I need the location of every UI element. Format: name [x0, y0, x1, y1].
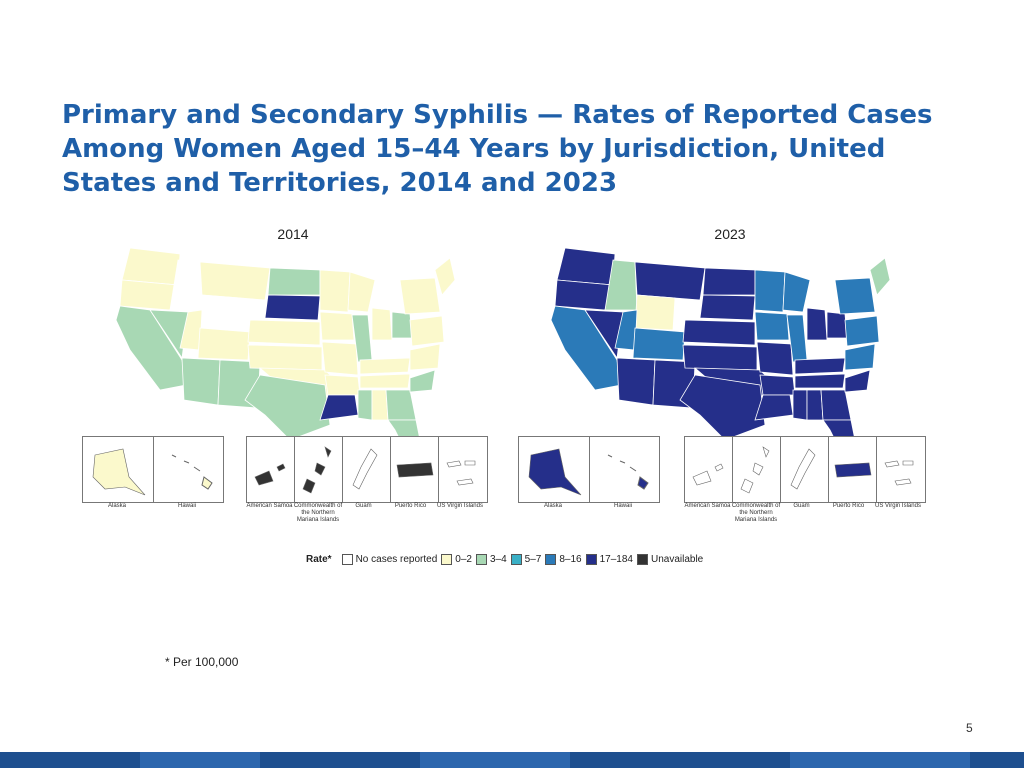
footer-bar-segment [140, 752, 260, 768]
inset-label-alaska-2023: Alaska [543, 503, 562, 509]
inset-label-guam-2023: Guam [793, 503, 810, 509]
inset-label-hawaii-2014: Hawaii [177, 503, 196, 509]
legend-swatch-3-4 [475, 554, 487, 565]
inset-puerto-rico-2014 [391, 437, 439, 502]
legend-title: Rate* [306, 554, 332, 565]
legend-swatch-17-184 [585, 554, 597, 565]
inset-puerto-rico-2023 [829, 437, 877, 502]
inset-hawaii-2014 [154, 437, 224, 502]
inset-us-virgin-islands-2023 [877, 437, 925, 502]
inset-label-puerto-rico-2023: Puerto Rico [832, 503, 865, 509]
legend-label-17-184: 17–184 [599, 554, 633, 565]
footer-bar-segment [420, 752, 570, 768]
inset-label-american-samoa-2023: American Samoa [684, 503, 731, 509]
inset-label-alaska-2014: Alaska [107, 503, 126, 509]
inset-us-virgin-islands-2014 [439, 437, 487, 502]
legend-swatch-no-cases [341, 554, 353, 565]
legend-swatch-0-2 [441, 554, 453, 565]
inset-label-northern-mariana-2014: Commonwealth of the Northern Mariana Isl… [293, 503, 343, 523]
legend-swatch-unavailable [636, 554, 648, 565]
inset-hawaii-2023 [590, 437, 660, 502]
inset-american-samoa-2014 [247, 437, 295, 502]
us-map-2014 [115, 247, 456, 453]
legend-label-0-2: 0–2 [455, 554, 472, 565]
legend-swatch-5-7 [510, 554, 522, 565]
map-year-2014: 2014 [277, 226, 309, 242]
inset-northern-mariana-2023 [733, 437, 781, 502]
footer-bar-segment [790, 752, 970, 768]
inset-label-guam-2014: Guam [355, 503, 372, 509]
inset-row-2023-states [518, 436, 660, 503]
legend-label-unavailable: Unavailable [650, 554, 704, 565]
footer-bar [0, 752, 1024, 768]
inset-label-puerto-rico-2014: Puerto Rico [394, 503, 427, 509]
inset-label-us-virgin-islands-2014: US Virgin Islands [437, 503, 483, 509]
inset-northern-mariana-2014 [295, 437, 343, 502]
legend-label-8-16: 8–16 [559, 554, 582, 565]
inset-row-2014-states [82, 436, 224, 503]
us-map-2023 [550, 247, 891, 453]
inset-row-2023-territories [684, 436, 926, 503]
legend-label-no-cases: No cases reported [355, 554, 438, 565]
inset-guam-2023 [781, 437, 829, 502]
page-number: 5 [966, 721, 973, 735]
inset-american-samoa-2023 [685, 437, 733, 502]
legend-label-5-7: 5–7 [524, 554, 542, 565]
map-legend: Rate* No cases reported 0–2 3–4 5–7 8–16… [306, 554, 703, 565]
slide-title: Primary and Secondary Syphilis — Rates o… [62, 100, 933, 198]
inset-label-hawaii-2023: Hawaii [613, 503, 632, 509]
inset-alaska-2023 [519, 437, 590, 502]
inset-guam-2014 [343, 437, 391, 502]
inset-label-us-virgin-islands-2023: US Virgin Islands [875, 503, 921, 509]
footnote: * Per 100,000 [165, 655, 239, 669]
inset-alaska-2014 [83, 437, 154, 502]
legend-swatch-8-16 [545, 554, 557, 565]
inset-label-american-samoa-2014: American Samoa [246, 503, 293, 509]
legend-label-3-4: 3–4 [489, 554, 507, 565]
map-year-2023: 2023 [714, 226, 746, 242]
inset-label-northern-mariana-2023: Commonwealth of the Northern Mariana Isl… [731, 503, 781, 523]
inset-row-2014-territories [246, 436, 488, 503]
